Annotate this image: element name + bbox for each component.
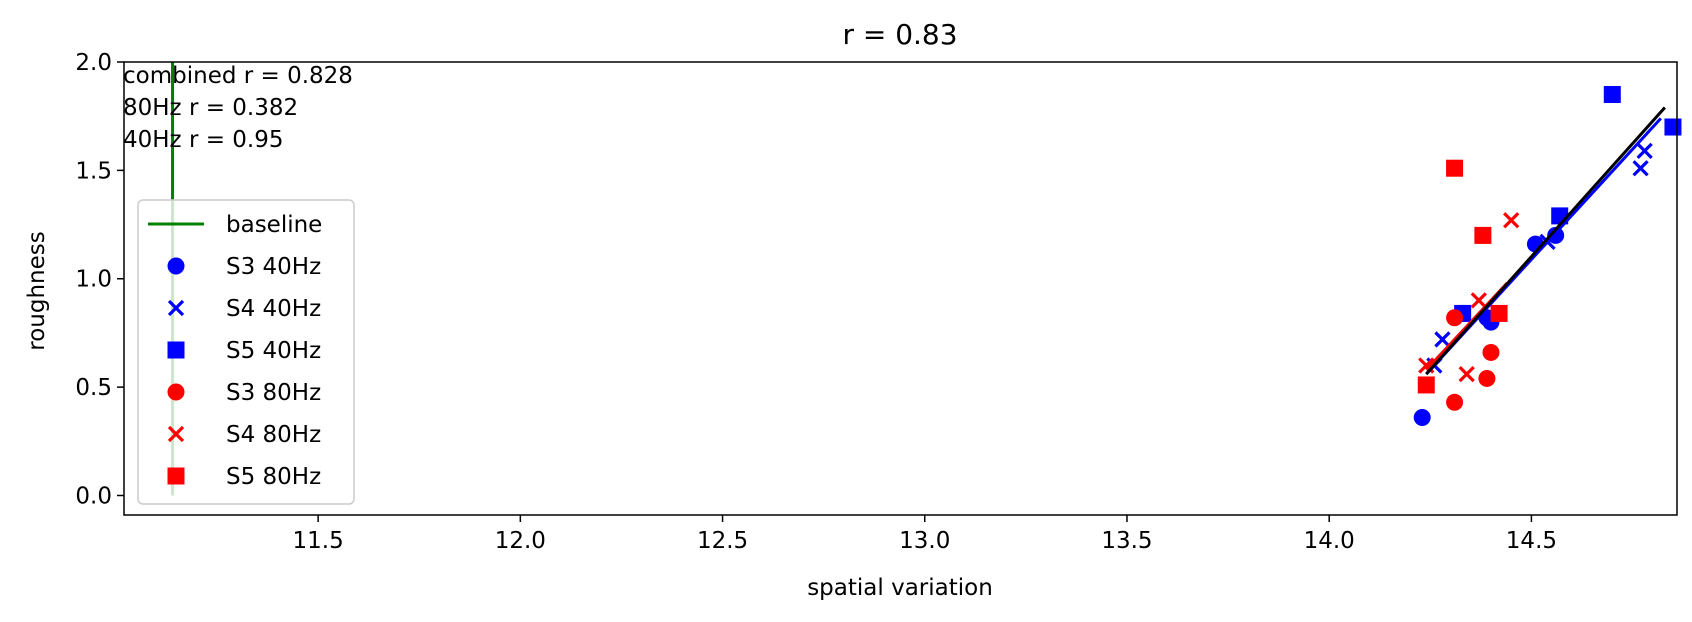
x-tick-label: 12.5 [697, 528, 748, 554]
data-point-stroke-b [1632, 160, 1649, 177]
data-point [1446, 393, 1464, 411]
y-tick-label: 1.5 [75, 158, 112, 184]
data-point [1482, 343, 1500, 361]
data-point-stroke-b [1503, 212, 1520, 229]
data-point [1503, 212, 1520, 229]
x-tick-label: 13.0 [899, 528, 950, 554]
data-point [1413, 408, 1431, 426]
legend-swatch [167, 257, 185, 275]
x-tick-label: 11.5 [293, 528, 344, 554]
data-point [1458, 365, 1475, 383]
legend-swatch-stroke-b [167, 299, 185, 317]
x-tick-label: 14.5 [1506, 528, 1557, 554]
data-point [1417, 376, 1435, 394]
x-axis-label: spatial variation [807, 575, 993, 601]
legend-swatch [167, 299, 185, 317]
correlation-annotation: 40Hz r = 0.95 [123, 127, 284, 153]
y-tick-label: 1.0 [75, 267, 112, 293]
data-point [1446, 159, 1464, 177]
x-tick-label: 12.0 [495, 528, 546, 554]
data-point [1434, 331, 1451, 348]
data-point-stroke-b [1636, 142, 1653, 159]
legend-box [137, 199, 355, 505]
data-point [1474, 226, 1492, 244]
data-point [1446, 309, 1464, 327]
fit-line [1425, 106, 1666, 376]
correlation-annotation: 80Hz r = 0.382 [123, 95, 298, 121]
legend-label: baseline [226, 212, 322, 238]
legend-swatch [167, 467, 185, 485]
data-point [1636, 142, 1653, 159]
y-tick-label: 2.0 [75, 50, 112, 76]
legend: baseline S3 40Hz S4 40Hz S5 40Hz S3 80Hz S4 8… [137, 199, 355, 505]
data-point [1478, 369, 1496, 387]
chart-title: r = 0.83 [842, 18, 957, 51]
y-tick-label: 0.0 [75, 483, 112, 509]
legend-label: S3 40Hz [226, 254, 321, 280]
legend-label: S5 40Hz [226, 338, 321, 364]
legend-label: S4 80Hz [226, 422, 321, 448]
data-point [1470, 292, 1487, 309]
y-axis-label: roughness [24, 231, 50, 350]
data-point-stroke-b [1470, 292, 1487, 309]
legend-label: S3 80Hz [226, 380, 321, 406]
data-point [1603, 86, 1621, 104]
x-tick-label: 14.0 [1304, 528, 1355, 554]
legend-swatch [167, 341, 185, 359]
data-point [1490, 304, 1508, 322]
data-point-stroke-b [1458, 365, 1475, 383]
legend-label: S4 40Hz [226, 296, 321, 322]
correlation-annotation: combined r = 0.828 [123, 63, 353, 89]
axes-frame [123, 61, 1678, 516]
x-tick-label: 13.5 [1101, 528, 1152, 554]
series-s5-80hz [1417, 159, 1508, 394]
data-point-stroke-b [1434, 331, 1451, 348]
legend-swatch [167, 383, 185, 401]
data-point-stroke-b [1418, 357, 1435, 374]
legend-swatch-stroke-b [167, 425, 185, 443]
data-point [1632, 160, 1649, 177]
series-s3-80hz [1446, 309, 1500, 411]
legend-swatch [167, 425, 185, 443]
data-point [1664, 118, 1682, 136]
plot-area: 11.5 12.0 12.5 13.0 13.5 14.0 14.5 0.0 0.5 1.0 1.5… [75, 50, 1682, 554]
legend-label: S5 80Hz [226, 464, 321, 490]
y-tick-label: 0.5 [75, 375, 112, 401]
